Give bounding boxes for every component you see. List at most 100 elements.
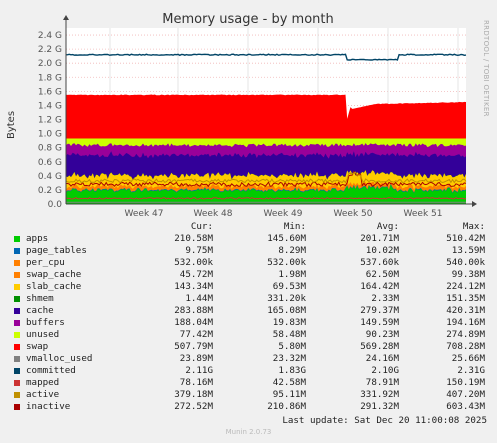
x-tick-label: Week 47 (125, 209, 164, 219)
legend-max: 194.16M (446, 317, 485, 328)
legend-swatch (14, 344, 20, 350)
x-tick-label: Week 49 (264, 209, 303, 219)
legend-swatch (14, 308, 20, 314)
x-tick-labels: Week 47 Week 48 Week 49 Week 50 Week 51 (125, 209, 443, 219)
y-tick-label: 1.4 G (38, 101, 62, 111)
header-cur: Cur: (190, 221, 213, 232)
legend-swatch (14, 236, 20, 242)
legend-avg: 24.16M (365, 353, 399, 364)
x-axis-arrow (472, 201, 477, 207)
line-inactive (66, 170, 467, 188)
y-tick-label: 1.0 G (38, 130, 62, 140)
stacked-areas (66, 94, 466, 204)
legend-cur: 210.58M (174, 233, 213, 244)
legend-swatch (14, 320, 20, 326)
legend-cur: 1.44M (185, 293, 213, 304)
legend-cur: 23.89M (179, 353, 213, 364)
legend-max: 708.28M (446, 341, 485, 352)
line-series (65, 53, 467, 203)
legend-cur: 272.52M (174, 401, 213, 412)
legend-max: 510.42M (446, 233, 485, 244)
munin-version: Munin 2.0.73 (225, 428, 272, 436)
legend-swatch (14, 332, 20, 338)
legend-max: 25.66M (451, 353, 485, 364)
y-axis-label: Bytes (6, 111, 17, 139)
legend-table: Cur: Min: Avg: Max: apps 210.58M 145.60M 20… (13, 220, 488, 413)
legend-row-per_cpu: per_cpu 532.00k 532.00k 537.60k 540.00k (13, 257, 488, 269)
legend-row-swap_cache: swap_cache 45.72M 1.98M 62.50M 99.38M (13, 269, 488, 281)
legend-cur: 78.16M (179, 377, 213, 388)
y-tick-label: 1.2 G (38, 116, 62, 126)
legend-avg: 164.42M (360, 281, 399, 292)
legend-cur: 9.75M (185, 245, 213, 256)
legend-swatch (14, 296, 20, 302)
axes (63, 15, 477, 207)
y-tick-label: 0.4 G (38, 172, 62, 182)
legend-row-shmem: shmem 1.44M 331.20k 2.33M 151.35M (13, 293, 488, 305)
legend-swatch (14, 380, 20, 386)
legend-min: 19.83M (272, 317, 306, 328)
legend-cur: 143.34M (174, 281, 213, 292)
header-min: Min: (283, 221, 306, 232)
legend-min: 42.58M (272, 377, 306, 388)
legend-min: 1.83G (278, 365, 306, 376)
legend-name: swap_cache (26, 269, 82, 280)
legend-row-buffers: buffers 188.04M 19.83M 149.59M 194.16M (13, 317, 488, 329)
legend-name: page_tables (26, 245, 87, 256)
legend-row-mapped: mapped 78.16M 42.58M 78.91M 150.19M (13, 377, 488, 389)
legend-min: 210.86M (267, 401, 306, 412)
legend-swatch (14, 284, 20, 290)
y-tick-label: 0.8 G (38, 144, 62, 154)
legend-avg: 149.59M (360, 317, 399, 328)
legend-max: 150.19M (446, 377, 485, 388)
y-axis-arrow (63, 15, 69, 20)
legend-header-row: Cur: Min: Avg: Max: (13, 220, 488, 233)
legend-max: 274.89M (446, 329, 485, 340)
legend-cur: 77.42M (179, 329, 213, 340)
legend-avg: 78.91M (365, 377, 399, 388)
legend-cur: 45.72M (179, 269, 213, 280)
legend-max: 13.59M (451, 245, 485, 256)
legend-cur: 379.18M (174, 389, 213, 400)
legend-cur: 283.88M (174, 305, 213, 316)
header-avg: Avg: (376, 221, 399, 232)
x-tick-label: Week 48 (194, 209, 233, 219)
legend-max: 2.31G (457, 365, 485, 376)
legend-row-unused: unused 77.42M 58.48M 90.23M 274.89M (13, 329, 488, 341)
legend-row-page_tables: page_tables 9.75M 8.29M 10.02M 13.59M (13, 245, 488, 257)
x-tick-label: Week 51 (404, 209, 443, 219)
legend-row-inactive: inactive 272.52M 210.86M 291.32M 603.43M (13, 401, 488, 413)
last-update: Last update: Sat Dec 20 11:00:08 2025 (282, 415, 487, 426)
line-active (65, 171, 467, 184)
legend-cur: 2.11G (185, 365, 213, 376)
legend-max: 224.12M (446, 281, 485, 292)
legend-name: vmalloc_used (26, 353, 93, 364)
y-tick-label: 0.6 G (38, 158, 62, 168)
legend-name: cache (26, 305, 54, 316)
legend-max: 99.38M (451, 269, 485, 280)
x-tick-label: Week 50 (334, 209, 373, 219)
legend-min: 95.11M (272, 389, 306, 400)
legend-row-cache: cache 283.88M 165.08M 279.37M 420.31M (13, 305, 488, 317)
legend-row-vmalloc_used: vmalloc_used 23.89M 23.32M 24.16M 25.66M (13, 353, 488, 365)
y-tick-label: 2.2 G (38, 45, 62, 55)
legend-min: 8.29M (278, 245, 306, 256)
legend-min: 69.53M (272, 281, 306, 292)
rrdtool-credit: RRDTOOL / TOBI OETIKER (482, 20, 490, 117)
line-committed (65, 53, 467, 61)
legend-name: active (26, 389, 60, 400)
legend-name: apps (26, 233, 49, 244)
legend-swatch (14, 260, 20, 266)
legend-swatch (14, 272, 20, 278)
legend-row-slab_cache: slab_cache 143.34M 69.53M 164.42M 224.12M (13, 281, 488, 293)
y-tick-label: 0.2 G (38, 186, 62, 196)
legend-cur: 507.79M (174, 341, 213, 352)
legend-name: shmem (26, 293, 54, 304)
legend-swatch (14, 392, 20, 398)
legend-swatch (14, 356, 20, 362)
memory-chart: Memory usage - by month Bytes RRDTOOL / … (6, 12, 490, 219)
legend-max: 420.31M (446, 305, 485, 316)
legend-min: 145.60M (267, 233, 306, 244)
legend-avg: 2.33M (371, 293, 399, 304)
legend-name: committed (26, 365, 76, 376)
